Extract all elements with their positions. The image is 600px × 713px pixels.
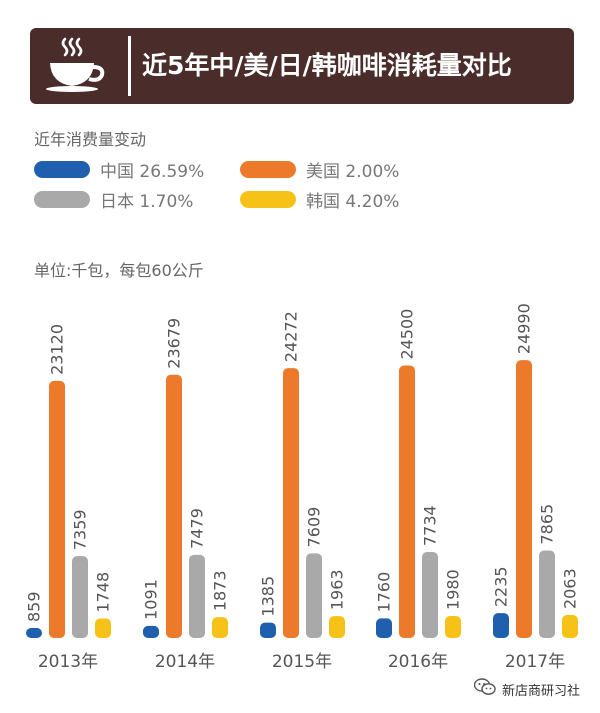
title-banner: 近5年中/美/日/韩咖啡消耗量对比: [30, 28, 574, 104]
bar-china-2017: [493, 613, 509, 638]
bar-china-2013: [26, 628, 42, 638]
legend-item-japan: 日本 1.70%: [34, 188, 194, 212]
x-tick-2017: 2017年: [505, 652, 565, 672]
legend: 中国 26.59% 美国 2.00% 日本 1.70% 韩国 4.20%: [34, 158, 454, 218]
bar-korea-2016: [445, 615, 461, 638]
data-label-korea-2015: 1963: [328, 569, 347, 610]
coffee-cup-icon: [36, 33, 116, 99]
legend-label-china: 中国 26.59%: [100, 161, 205, 182]
brand-label: 新店商研习社: [502, 683, 581, 699]
unit-label: 单位:千包，每包60公斤: [34, 261, 204, 280]
legend-swatch-usa: [240, 160, 296, 178]
data-label-korea-2013: 1748: [94, 572, 113, 613]
data-label-usa-2014: 23679: [165, 318, 184, 369]
data-label-japan-2016: 7734: [421, 505, 440, 546]
bar-korea-2014: [212, 617, 228, 638]
legend-item-korea: 韩国 4.20%: [240, 188, 400, 212]
x-tick-2016: 2016年: [388, 652, 448, 672]
bar-china-2016: [376, 618, 392, 638]
chart-subtitle: 近年消费量变动: [34, 130, 147, 149]
bar-korea-2017: [562, 615, 578, 638]
data-label-usa-2017: 24990: [515, 303, 534, 354]
bar-usa-2014: [166, 374, 182, 638]
data-label-china-2013: 859: [25, 591, 44, 622]
bar-korea-2015: [329, 616, 345, 638]
data-label-japan-2017: 7865: [538, 504, 557, 545]
x-tick-2014: 2014年: [155, 652, 215, 672]
brand-footer: 新店商研习社: [473, 678, 581, 700]
data-label-china-2016: 1760: [375, 572, 394, 613]
data-label-korea-2014: 1873: [211, 570, 230, 611]
data-label-usa-2013: 23120: [48, 324, 67, 375]
bar-japan-2013: [72, 556, 88, 638]
data-label-korea-2016: 1980: [444, 569, 463, 610]
bar-japan-2016: [422, 551, 438, 638]
legend-swatch-korea: [240, 190, 296, 208]
bar-usa-2017: [516, 360, 532, 638]
legend-label-korea: 韩国 4.20%: [306, 191, 400, 212]
bar-china-2015: [260, 622, 276, 638]
data-label-usa-2015: 24272: [282, 311, 301, 362]
data-label-korea-2017: 2063: [561, 568, 580, 609]
data-label-china-2014: 1091: [142, 579, 161, 620]
legend-item-usa: 美国 2.00%: [240, 158, 400, 182]
bar-japan-2017: [539, 550, 555, 638]
legend-label-japan: 日本 1.70%: [100, 191, 194, 212]
legend-label-usa: 美国 2.00%: [306, 161, 400, 182]
header-divider: [128, 36, 131, 96]
legend-swatch-japan: [34, 190, 90, 208]
legend-swatch-china: [34, 160, 90, 178]
bar-china-2014: [143, 625, 159, 638]
data-label-japan-2014: 7479: [188, 508, 207, 549]
data-label-japan-2015: 7609: [305, 507, 324, 548]
legend-item-china: 中国 26.59%: [34, 158, 205, 182]
wechat-icon: [473, 678, 496, 700]
data-label-china-2015: 1385: [259, 576, 278, 617]
bar-japan-2014: [189, 554, 205, 638]
chart-title: 近5年中/美/日/韩咖啡消耗量对比: [142, 51, 512, 80]
data-label-china-2017: 2235: [492, 566, 511, 607]
bar-korea-2013: [95, 618, 111, 638]
bar-usa-2015: [283, 368, 299, 638]
data-label-usa-2016: 24500: [398, 309, 417, 360]
x-tick-2013: 2013年: [38, 652, 98, 672]
x-tick-2015: 2015年: [272, 652, 332, 672]
bar-japan-2015: [306, 553, 322, 638]
data-label-japan-2013: 7359: [71, 509, 90, 550]
bar-usa-2013: [49, 380, 65, 638]
bar-usa-2016: [399, 365, 415, 638]
